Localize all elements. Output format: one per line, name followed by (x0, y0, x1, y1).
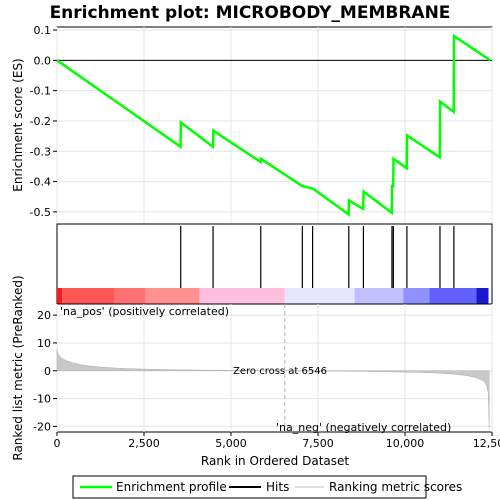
ranking-metric-area (56, 348, 490, 430)
metric-plot-frame (56, 303, 493, 433)
metric-y-axis: 20 10 0 -10 -20 (33, 309, 57, 433)
metric-y-tick-label: -10 (33, 393, 51, 406)
es-y-tick-label: -0.3 (30, 145, 51, 158)
enrichment-profile-line (56, 33, 491, 217)
color-bar-segment (429, 288, 477, 304)
legend-hits-label: Hits (266, 480, 289, 494)
es-panel: 0.1 0.0 -0.1 -0.2 -0.3 -0.4 -0.5 Enrichment sc… (11, 24, 493, 225)
chart-title: Enrichment plot: MICROBODY_MEMBRANE (50, 3, 451, 23)
x-tick-label: 2,500 (128, 437, 160, 450)
x-tick-label: 12,500 (473, 437, 500, 450)
color-bar-segment (284, 288, 355, 304)
color-bar-segment (476, 288, 489, 304)
metric-y-axis-label: Ranked list metric (PreRanked) (11, 275, 25, 460)
legend: Enrichment profile Hits Ranking metric s… (72, 475, 462, 499)
pos-correlated-label: 'na_pos' (positively correlated) (60, 305, 229, 318)
color-bar-segment (403, 288, 430, 304)
ranking-color-bar (57, 288, 489, 304)
color-bar-segment (114, 288, 146, 304)
x-tick-label: 0 (54, 437, 61, 450)
color-bar-segment (354, 288, 404, 304)
color-bar-segment (57, 288, 63, 304)
neg-correlated-label: 'na_neg' (negatively correlated) (276, 421, 451, 434)
legend-metric-label: Ranking metric scores (329, 480, 462, 494)
es-y-axis: 0.1 0.0 -0.1 -0.2 -0.3 -0.4 -0.5 (30, 24, 57, 219)
color-bar-segment (199, 288, 285, 304)
metric-y-tick-label: -20 (33, 420, 51, 433)
es-y-tick-label: -0.4 (30, 176, 51, 189)
metric-y-tick-label: 20 (37, 309, 51, 322)
metric-y-tick-label: 0 (44, 365, 51, 378)
legend-enrichment-label: Enrichment profile (116, 480, 227, 494)
es-y-axis-label: Enrichment score (ES) (11, 58, 25, 191)
x-axis: 0 2,500 5,000 7,500 10,000 12,500 (54, 432, 500, 450)
es-y-tick-label: 0.0 (34, 54, 52, 67)
es-plot-frame (56, 26, 493, 225)
metric-y-tick-label: 10 (37, 337, 51, 350)
hits-panel (56, 223, 493, 305)
x-axis-label: Rank in Ordered Dataset (201, 454, 349, 468)
metric-panel: 20 10 0 -10 -20 0 2,500 5,000 7,500 10,000 12,500… (11, 275, 500, 468)
color-bar-segment (62, 288, 115, 304)
es-y-tick-label: -0.1 (30, 85, 51, 98)
x-tick-label: 7,500 (302, 437, 334, 450)
x-tick-label: 5,000 (215, 437, 247, 450)
es-y-tick-label: 0.1 (34, 24, 52, 37)
x-tick-label: 10,000 (386, 437, 425, 450)
color-bar-segment (145, 288, 200, 304)
es-y-tick-label: -0.2 (30, 115, 51, 128)
hit-lines (180, 226, 455, 288)
es-y-tick-label: -0.5 (30, 206, 51, 219)
zero-cross-label: Zero cross at 6546 (233, 366, 327, 377)
